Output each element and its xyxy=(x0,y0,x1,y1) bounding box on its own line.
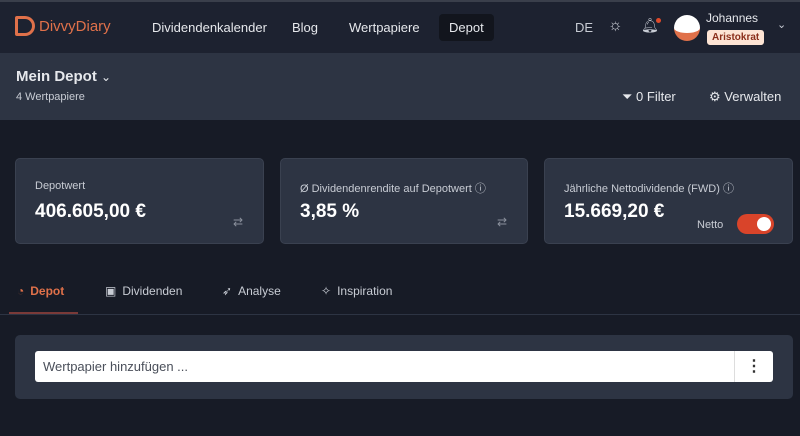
rocket-icon: ➶ xyxy=(222,284,233,298)
sparkles-icon: ✧ xyxy=(321,284,332,298)
language-switch[interactable]: DE xyxy=(575,20,594,35)
add-security-panel: Wertpapier hinzufügen ... ⋮ xyxy=(15,335,793,399)
netto-toggle[interactable] xyxy=(737,214,774,234)
manage-button[interactable]: ⚙ Verwalten xyxy=(709,89,782,104)
chevron-down-icon: ⌄ xyxy=(101,70,112,84)
tab-active-indicator xyxy=(9,312,78,314)
tab-analyse[interactable]: ➶ Analyse xyxy=(222,284,281,298)
gear-icon: ⚙ xyxy=(709,89,721,104)
card-depotwert: Depotwert 406.605,00 € ⇄ xyxy=(15,158,264,244)
info-icon: ⓘ xyxy=(474,183,486,195)
netto-label: Netto xyxy=(697,219,724,231)
filter-icon: ⏷ xyxy=(622,89,633,104)
theme-icon[interactable]: ☼ xyxy=(608,17,623,34)
add-security-input[interactable]: Wertpapier hinzufügen ... xyxy=(35,351,773,382)
money-icon: ▣ xyxy=(105,284,117,298)
nav-depot[interactable]: Depot xyxy=(439,14,494,41)
swap-icon[interactable]: ⇄ xyxy=(232,215,243,229)
tab-inspiration[interactable]: ✧ Inspiration xyxy=(321,284,393,298)
tab-dividenden[interactable]: ▣ Dividenden xyxy=(105,284,183,298)
nav-dividendenkalender[interactable]: Dividendenkalender xyxy=(152,20,267,35)
depot-count: 4 Wertpapiere xyxy=(16,91,85,103)
chevron-down-icon[interactable]: ⌄ xyxy=(777,19,787,31)
depot-header: Mein Depot ⌄ 4 Wertpapiere ⏷ 0 Filter ⚙ … xyxy=(0,53,800,120)
user-name: Johannes xyxy=(706,11,759,25)
depot-selector[interactable]: Mein Depot ⌄ xyxy=(16,68,112,85)
card-nettodividende: Jährliche Nettodividende (FWD) ⓘ 15.669,2… xyxy=(544,158,793,244)
more-options-icon[interactable]: ⋮ xyxy=(734,351,773,382)
logo[interactable]: DivvyDiary xyxy=(15,16,111,36)
avatar[interactable] xyxy=(674,15,700,41)
divider xyxy=(0,314,800,315)
swap-icon[interactable]: ⇄ xyxy=(496,215,507,229)
nav-blog[interactable]: Blog xyxy=(292,20,319,35)
pie-chart-icon: ◔ xyxy=(17,284,25,298)
tab-depot[interactable]: ◔ Depot xyxy=(17,284,65,298)
filter-button[interactable]: ⏷ 0 Filter xyxy=(622,89,676,104)
bell-icon[interactable]: 🔔︎ xyxy=(641,17,661,33)
nav-wertpapiere[interactable]: Wertpapiere xyxy=(349,20,420,35)
info-icon: ⓘ xyxy=(722,183,734,195)
top-bar: DivvyDiary Dividendenkalender Blog Wertp… xyxy=(0,0,800,53)
card-rendite: Ø Dividendenrendite auf Depotwert ⓘ 3,85 … xyxy=(280,158,528,244)
user-badge: Aristokrat xyxy=(707,30,765,45)
logo-icon xyxy=(15,16,35,36)
